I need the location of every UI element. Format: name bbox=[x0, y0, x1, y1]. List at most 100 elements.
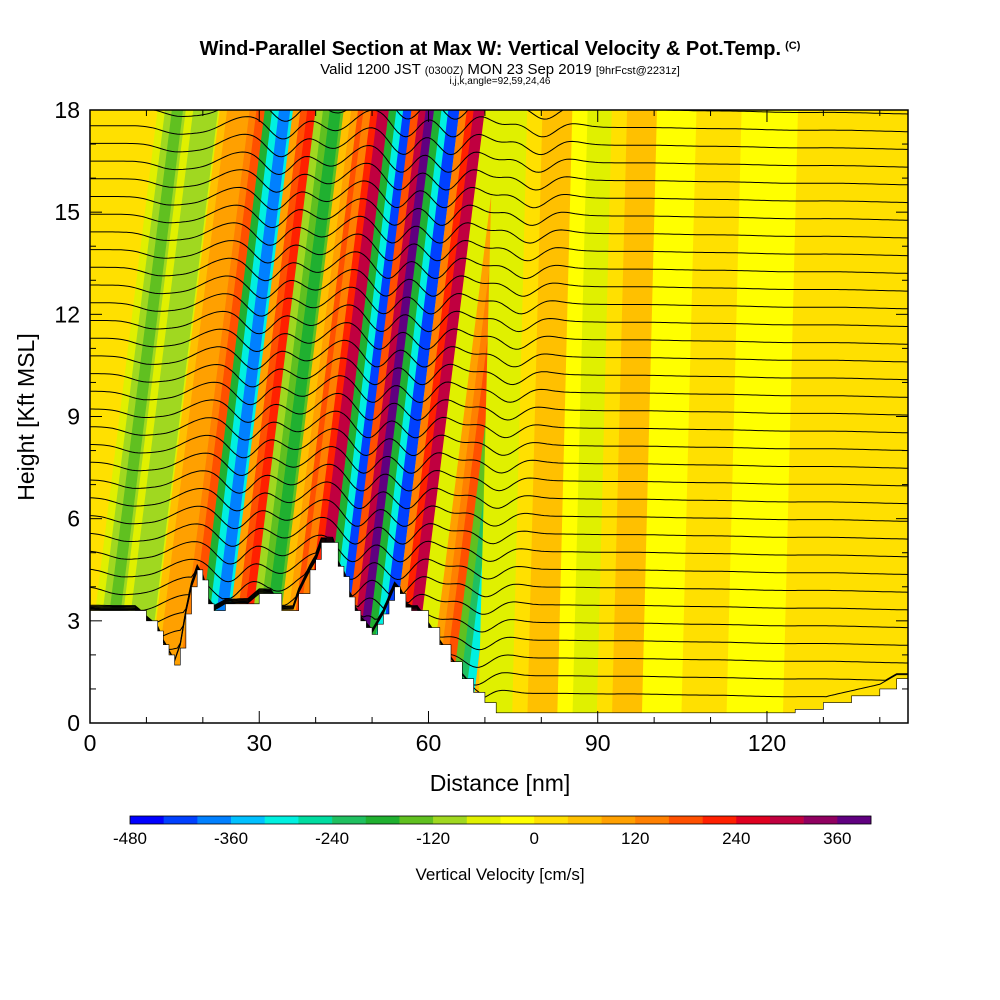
theta-contour-22 bbox=[90, 286, 908, 317]
x-tick-label-0: 0 bbox=[84, 730, 97, 756]
theta-contour-18 bbox=[90, 357, 908, 388]
theta-contour-32 bbox=[90, 110, 908, 140]
colorbar-swatch-10 bbox=[466, 816, 501, 824]
colorbar-tick-label-6: 240 bbox=[722, 829, 750, 848]
y-tick-label-4: 12 bbox=[54, 301, 80, 327]
colorbar-frame bbox=[129, 815, 872, 825]
colorbar: -480 -360 -240 -120 0 120 240 360 bbox=[113, 815, 872, 848]
theta-contour-26 bbox=[90, 215, 908, 246]
title-copyright-mark: (C) bbox=[785, 40, 801, 52]
theta-contour-4 bbox=[90, 540, 908, 633]
colorbar-tick-label-3: -120 bbox=[416, 829, 450, 848]
x-tick-label-2: 60 bbox=[416, 730, 442, 756]
colorbar-swatch-0 bbox=[130, 816, 164, 824]
theta-contour-29 bbox=[90, 162, 908, 193]
theta-contour-13 bbox=[90, 446, 908, 477]
colorbar-tick-label-7: 360 bbox=[823, 829, 851, 848]
theta-contour-11 bbox=[90, 481, 908, 512]
colorbar-swatch-17 bbox=[702, 816, 737, 824]
x-tick-label-3: 90 bbox=[585, 730, 611, 756]
velocity-band-core-11 bbox=[372, 110, 460, 723]
terrain-mask bbox=[90, 542, 908, 723]
theta-contour-17 bbox=[90, 375, 908, 406]
x-axis-label: Distance [nm] bbox=[430, 770, 571, 796]
theta-contour-25 bbox=[90, 233, 908, 264]
colorbar-swatch-12 bbox=[534, 816, 569, 824]
theta-contour-31 bbox=[90, 127, 908, 158]
theta-contour-23 bbox=[90, 268, 908, 299]
subtitle-date: MON 23 Sep 2019 bbox=[463, 61, 596, 78]
colorbar-swatch-8 bbox=[399, 816, 434, 824]
colorbar-swatch-20 bbox=[803, 816, 838, 824]
theta-contour-28 bbox=[90, 180, 908, 211]
y-axis: 0 3 6 9 12 15 18 bbox=[54, 97, 908, 736]
chart-subtitle: Valid 1200 JST (0300Z) MON 23 Sep 2019 [… bbox=[0, 61, 1000, 78]
subtitle-valid: Valid 1200 JST bbox=[320, 61, 425, 78]
y-axis-label: Height [Kft MSL] bbox=[13, 333, 39, 500]
colorbar-tick-label-0: -480 bbox=[113, 829, 147, 848]
theta-contour-9 bbox=[90, 516, 908, 547]
velocity-band-1 bbox=[117, 110, 219, 723]
colorbar-swatch-19 bbox=[769, 816, 804, 824]
colorbar-swatch-21 bbox=[837, 816, 872, 824]
theta-contours bbox=[90, 110, 908, 698]
y-tick-label-6: 18 bbox=[54, 97, 80, 123]
terrain-profile bbox=[90, 542, 908, 723]
colorbar-swatch-7 bbox=[365, 816, 400, 824]
theta-contour-27 bbox=[90, 198, 908, 229]
y-tick-label-3: 9 bbox=[67, 404, 80, 430]
theta-contour-15 bbox=[90, 410, 908, 441]
theta-contour-1 bbox=[90, 543, 908, 686]
colorbar-tick-label-4: 0 bbox=[529, 829, 538, 848]
theta-contour-2 bbox=[90, 542, 908, 668]
colorbar-swatch-4 bbox=[264, 816, 299, 824]
colorbar-swatch-1 bbox=[163, 816, 198, 824]
theta-contour-12 bbox=[90, 463, 908, 494]
colorbar-swatch-13 bbox=[567, 816, 602, 824]
theta-contour-0 bbox=[90, 544, 908, 698]
chart-title: Wind-Parallel Section at Max W: Vertical… bbox=[0, 38, 1000, 61]
colorbar-swatch-2 bbox=[197, 816, 232, 824]
theta-contour-6 bbox=[90, 538, 908, 600]
theta-contour-8 bbox=[90, 534, 908, 565]
theta-contour-33 bbox=[151, 110, 908, 122]
colorbar-swatch-18 bbox=[736, 816, 771, 824]
x-tick-label-1: 30 bbox=[246, 730, 272, 756]
colorbar-tick-label-2: -240 bbox=[315, 829, 349, 848]
colorbar-swatch-14 bbox=[601, 816, 636, 824]
theta-contour-24 bbox=[90, 251, 908, 282]
theta-contour-5 bbox=[90, 539, 908, 615]
velocity-band-core-12 bbox=[397, 110, 485, 723]
y-tick-label-1: 3 bbox=[67, 608, 80, 634]
y-tick-label-2: 6 bbox=[67, 506, 80, 532]
theta-contour-14 bbox=[90, 428, 908, 459]
y-tick-label-0: 0 bbox=[67, 710, 80, 736]
subtitle-forecast: [9hrFcst@2231z] bbox=[595, 65, 680, 77]
colorbar-tick-label-5: 120 bbox=[621, 829, 649, 848]
theta-contour-20 bbox=[90, 322, 908, 353]
theta-contour-7 bbox=[90, 537, 908, 583]
colorbar-tick-label-1: -360 bbox=[214, 829, 248, 848]
subtitle-zulu: (0300Z) bbox=[424, 65, 464, 77]
colorbar-swatch-9 bbox=[433, 816, 468, 824]
theta-contour-16 bbox=[90, 392, 908, 423]
theta-contour-21 bbox=[90, 304, 908, 335]
theta-contour-3 bbox=[90, 541, 908, 651]
velocity-band-core-6 bbox=[253, 110, 341, 723]
chart-subtitle-indices: i,j,k,angle=92,59,24,46 bbox=[449, 76, 551, 87]
colorbar-swatch-11 bbox=[500, 816, 535, 824]
x-tick-label-4: 120 bbox=[748, 730, 786, 756]
chart-title-text: Wind-Parallel Section at Max W: Vertical… bbox=[199, 38, 782, 60]
velocity-band-core-0 bbox=[95, 110, 184, 723]
colorbar-swatch-5 bbox=[298, 816, 333, 824]
theta-contour-30 bbox=[90, 144, 908, 176]
colorbar-label: Vertical Velocity [cm/s] bbox=[415, 865, 584, 884]
colorbar-swatch-6 bbox=[332, 816, 367, 824]
colorbar-swatch-3 bbox=[231, 816, 266, 824]
colorbar-swatch-15 bbox=[635, 816, 670, 824]
x-axis: 0 30 60 90 120 bbox=[84, 110, 881, 756]
y-tick-label-5: 15 bbox=[54, 199, 80, 225]
colorbar-swatch-16 bbox=[668, 816, 703, 824]
velocity-band-24 bbox=[797, 110, 864, 723]
